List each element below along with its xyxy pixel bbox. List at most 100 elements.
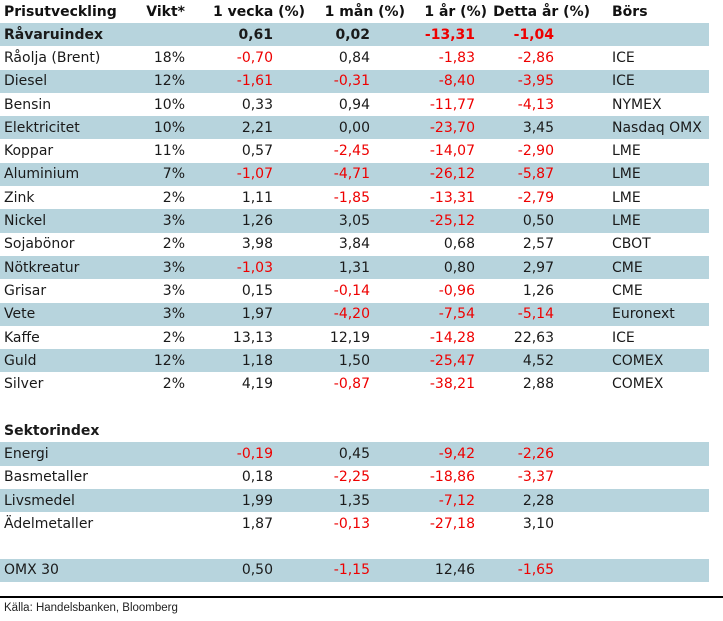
cell-detta-ar: 2,97 — [522, 259, 554, 276]
cell-vikt — [145, 559, 188, 582]
cell-detta-ar: -1,04 — [513, 26, 554, 43]
cell-1-man: 1,50 — [338, 352, 370, 369]
cell-vikt: 10% — [153, 119, 185, 136]
cell-1-vecka — [188, 536, 307, 559]
cell-1-man: 0,45 — [338, 445, 370, 462]
cell-detta-ar — [489, 396, 592, 419]
header-row: Prisutveckling Vikt* 1 vecka (%) 1 mån (… — [0, 0, 709, 23]
cell-name: Guld — [4, 352, 37, 369]
table-row: Råvaruindex 0,61 0,02 -13,31 -1,04 — [0, 23, 709, 47]
cell-detta-ar: -2,86 — [517, 49, 554, 66]
cell-detta-ar: 2,57 — [522, 236, 554, 253]
cell-1-vecka: -0,19 — [236, 445, 273, 462]
cell-1-vecka: 0,50 — [241, 562, 273, 579]
cell-1-vecka: 1,18 — [241, 352, 273, 369]
table-header: Prisutveckling Vikt* 1 vecka (%) 1 mån (… — [0, 0, 709, 23]
cell-1-ar: -13,31 — [424, 26, 475, 43]
cell-1-vecka: 2,21 — [241, 119, 273, 136]
cell-name: Zink — [4, 189, 35, 206]
col-header-detta-ar: Detta år (%) — [493, 3, 590, 20]
cell-1-man — [307, 419, 407, 442]
table-row: Råolja (Brent) 18% -0,70 0,84 -1,83 -2,86 ICE — [0, 46, 709, 69]
cell-bors: Nasdaq OMX — [612, 119, 702, 136]
cell-bors — [592, 419, 709, 442]
cell-1-man: 1,31 — [338, 259, 370, 276]
table-row: Koppar 11% 0,57 -2,45 -14,07 -2,90 LME — [0, 139, 709, 162]
cell-name — [0, 396, 145, 419]
table-row: Ädelmetaller 1,87 -0,13 -27,18 3,10 — [0, 512, 709, 535]
cell-vikt: 7% — [162, 166, 185, 183]
cell-detta-ar: 4,52 — [522, 352, 554, 369]
table-row: Diesel 12% -1,61 -0,31 -8,40 -3,95 ICE — [0, 69, 709, 93]
table-row: Energi -0,19 0,45 -9,42 -2,26 — [0, 442, 709, 466]
cell-1-ar: -13,31 — [429, 189, 475, 206]
divider-line — [0, 596, 723, 598]
cell-1-ar: 12,46 — [434, 562, 475, 579]
cell-detta-ar: -2,90 — [517, 143, 554, 160]
cell-1-ar — [407, 536, 489, 559]
cell-1-vecka: 0,18 — [241, 469, 273, 486]
cell-1-vecka: 1,99 — [241, 492, 273, 509]
table-row: Grisar 3% 0,15 -0,14 -0,96 1,26 CME — [0, 279, 709, 302]
table-row: Elektricitet 10% 2,21 0,00 -23,70 3,45 Nasdaq … — [0, 116, 709, 140]
cell-vikt: 2% — [162, 236, 185, 253]
cell-1-man: -0,87 — [333, 376, 370, 393]
cell-detta-ar: -2,79 — [517, 189, 554, 206]
cell-1-ar: -25,12 — [429, 213, 475, 230]
cell-1-vecka: -1,07 — [236, 166, 273, 183]
cell-1-ar — [407, 419, 489, 442]
cell-name: Diesel — [4, 73, 48, 90]
cell-1-ar: -9,42 — [438, 445, 475, 462]
cell-1-man: -0,13 — [333, 515, 370, 532]
col-header-1-vecka: 1 vecka (%) — [213, 3, 305, 20]
cell-vikt — [145, 442, 188, 465]
col-header-1-ar: 1 år (%) — [424, 3, 487, 20]
cell-1-vecka: 0,33 — [241, 96, 273, 113]
table-row: Zink 2% 1,11 -1,85 -13,31 -2,79 LME — [0, 186, 709, 209]
cell-1-man: 0,02 — [335, 26, 370, 43]
cell-1-vecka: -1,61 — [236, 73, 273, 90]
table-row: Vete 3% 1,97 -4,20 -7,54 -5,14 Euronext — [0, 302, 709, 326]
cell-1-vecka — [188, 396, 307, 419]
col-header-vikt: Vikt* — [146, 3, 185, 20]
cell-detta-ar: 22,63 — [513, 329, 554, 346]
cell-name: Basmetaller — [4, 469, 88, 486]
cell-bors — [592, 512, 709, 535]
table-row: Livsmedel 1,99 1,35 -7,12 2,28 — [0, 488, 709, 513]
price-table: Prisutveckling Vikt* 1 vecka (%) 1 mån (… — [0, 0, 709, 583]
cell-vikt: 12% — [153, 352, 185, 369]
cell-1-ar: -27,18 — [429, 515, 475, 532]
table-row — [0, 396, 709, 419]
cell-detta-ar: 3,45 — [522, 119, 554, 136]
cell-1-ar — [407, 396, 489, 419]
cell-name: Koppar — [4, 143, 54, 160]
cell-name — [0, 536, 145, 559]
cell-bors: LME — [612, 166, 641, 183]
cell-bors: CME — [612, 282, 643, 299]
cell-vikt — [145, 396, 188, 419]
cell-1-ar: -1,83 — [438, 49, 475, 66]
cell-1-ar: -14,28 — [429, 329, 475, 346]
table-row — [0, 536, 709, 559]
cell-1-ar: -0,96 — [438, 282, 475, 299]
cell-1-man: -2,25 — [333, 469, 370, 486]
cell-bors — [592, 559, 709, 582]
cell-detta-ar — [489, 536, 592, 559]
cell-bors: COMEX — [612, 376, 664, 393]
cell-1-vecka: 13,13 — [232, 329, 273, 346]
cell-vikt: 12% — [153, 73, 185, 90]
cell-vikt — [145, 512, 188, 535]
cell-1-man: 0,00 — [338, 119, 370, 136]
cell-bors: NYMEX — [612, 96, 662, 113]
cell-name: Råolja (Brent) — [4, 49, 101, 66]
cell-name: Nötkreatur — [4, 259, 80, 276]
cell-1-ar: -26,12 — [429, 166, 475, 183]
cell-1-man: 12,19 — [329, 329, 370, 346]
cell-1-ar: -14,07 — [429, 143, 475, 160]
cell-detta-ar: -4,13 — [517, 96, 554, 113]
cell-name: Nickel — [4, 213, 47, 230]
cell-1-man: -1,15 — [333, 562, 370, 579]
cell-1-man: -2,45 — [333, 143, 370, 160]
cell-vikt: 18% — [153, 49, 185, 66]
cell-bors: ICE — [612, 329, 635, 346]
